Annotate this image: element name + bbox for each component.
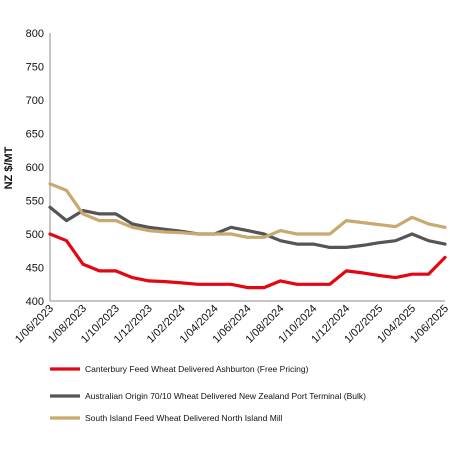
y-ticks: 400 450 500 550 600 650 700 750 800 (26, 28, 44, 308)
series-lines (48, 182, 447, 290)
y-tick-label: 400 (26, 296, 44, 308)
y-tick-label: 600 (26, 162, 44, 174)
y-tick-label: 800 (26, 28, 44, 40)
series-line-2 (48, 205, 447, 249)
series-line-3 (48, 182, 447, 239)
y-tick-label: 550 (26, 196, 44, 208)
legend-label-1: Canterbury Feed Wheat Delivered Ashburto… (85, 364, 309, 374)
y-tick-label: 450 (26, 263, 44, 275)
x-ticks: 1/06/20231/08/20231/10/20231/12/20231/02… (13, 303, 450, 346)
y-axis-label: NZ $/MT (3, 146, 15, 189)
y-axis-label-group: NZ $/MT (3, 146, 15, 189)
axes (49, 33, 445, 302)
y-tick-label: 650 (26, 129, 44, 141)
y-tick-label: 500 (26, 229, 44, 241)
y-tick-label: 700 (26, 95, 44, 107)
legend-label-2: Australian Origin 70/10 Wheat Delivered … (85, 391, 366, 401)
legend-label-3: South Island Feed Wheat Delivered North … (85, 413, 283, 423)
y-tick-label: 750 (26, 62, 44, 74)
legend: Canterbury Feed Wheat Delivered Ashburto… (50, 364, 366, 423)
series-line-1 (48, 232, 447, 290)
